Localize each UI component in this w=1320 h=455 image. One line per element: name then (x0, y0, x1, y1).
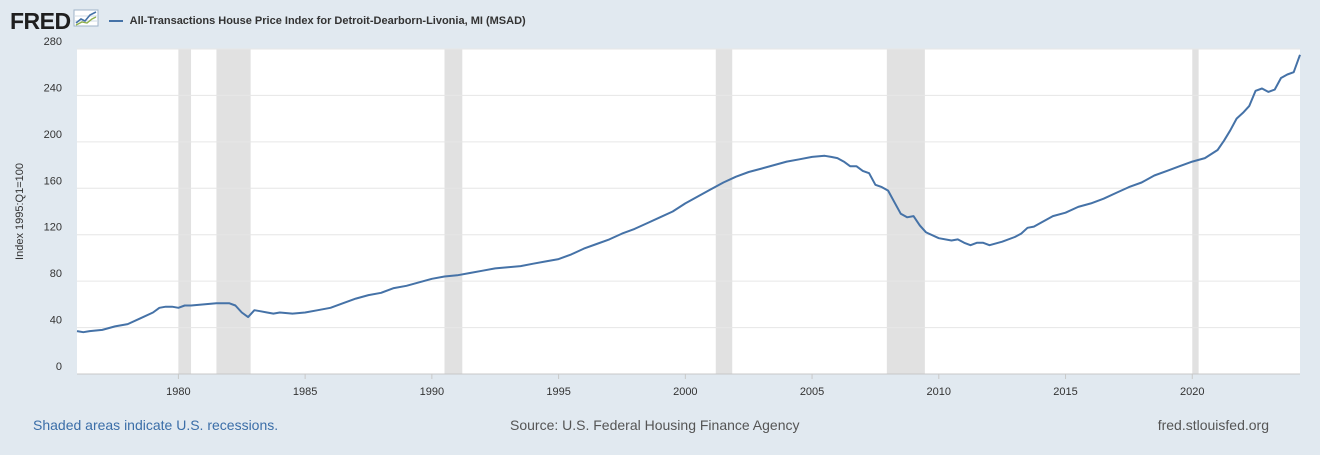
chart-header: FRED All-Transactions House Price Index … (10, 7, 526, 35)
recession-band (886, 49, 925, 374)
y-tick-label: 280 (44, 36, 62, 48)
x-tick-label: 1990 (420, 386, 444, 398)
source-note: Source: U.S. Federal Housing Finance Age… (510, 417, 800, 433)
recession-band (216, 49, 251, 374)
y-tick-label: 80 (50, 268, 62, 280)
y-tick-label: 120 (44, 222, 62, 234)
recession-band (715, 49, 733, 374)
legend-label: All-Transactions House Price Index for D… (129, 15, 526, 27)
x-tick-label: 1980 (166, 386, 190, 398)
y-axis-label: Index 1995:Q1=100 (14, 163, 26, 260)
x-tick-label: 2000 (673, 386, 697, 398)
x-tick-label: 1995 (546, 386, 570, 398)
x-tick-label: 2010 (927, 386, 951, 398)
y-tick-label: 200 (44, 129, 62, 141)
x-tick-label: 1985 (293, 386, 317, 398)
y-tick-label: 160 (44, 175, 62, 187)
line-graph-icon (73, 8, 99, 33)
y-tick-label: 40 (50, 315, 62, 327)
x-tick-label: 2005 (800, 386, 824, 398)
x-tick-label: 2020 (1180, 386, 1204, 398)
recession-band (1192, 49, 1199, 374)
series-line[interactable] (76, 54, 1301, 334)
plot-background (77, 49, 1300, 374)
recession-band (444, 49, 463, 374)
recession-note: Shaded areas indicate U.S. recessions. (33, 417, 279, 433)
site-link[interactable]: fred.stlouisfed.org (1157, 417, 1269, 433)
y-tick-label: 240 (44, 82, 62, 94)
fred-logo[interactable]: FRED (10, 7, 71, 34)
recession-band (178, 49, 192, 374)
x-tick-label: 2015 (1053, 386, 1077, 398)
chart-legend[interactable]: All-Transactions House Price Index for D… (108, 15, 526, 27)
y-tick-label: 0 (56, 361, 62, 373)
legend-swatch (108, 20, 123, 22)
